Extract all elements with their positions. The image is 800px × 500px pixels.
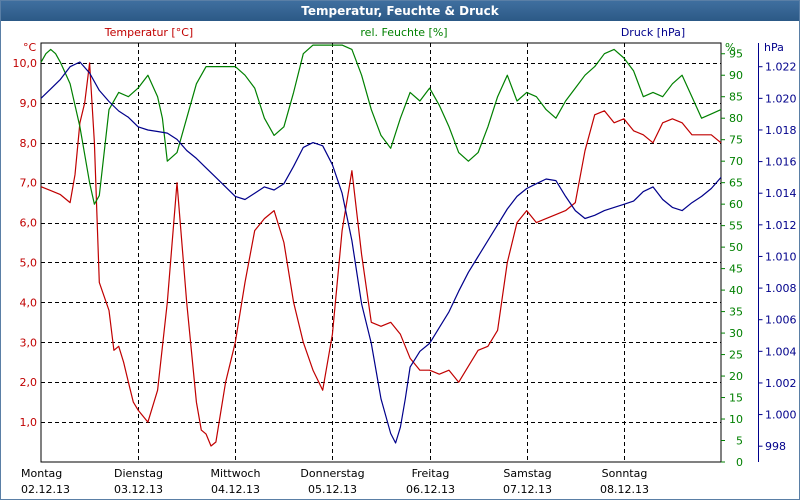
temp-tick-label: 5,0 xyxy=(20,256,38,269)
hum-tick-label: 90 xyxy=(729,69,743,82)
hum-tick-label: 55 xyxy=(729,220,743,233)
press-unit-label: hPa xyxy=(764,41,784,54)
press-tick-label: 1.002 xyxy=(765,377,797,390)
temp-unit-label: °C xyxy=(23,41,37,54)
hum-tick-label: 15 xyxy=(729,392,743,405)
x-tick-date: 02.12.13 xyxy=(21,483,70,496)
x-tick-date: 05.12.13 xyxy=(308,483,357,496)
pressure-series-line xyxy=(40,61,722,444)
press-tick-label: 998 xyxy=(765,440,786,453)
temp-tick-label: 4,0 xyxy=(20,296,38,309)
press-axis-title: Druck [hPa] xyxy=(621,26,685,39)
hum-tick-label: 5 xyxy=(736,435,743,448)
hum-tick-label: 25 xyxy=(729,349,743,362)
x-tick-date: 08.12.13 xyxy=(600,483,649,496)
plot-area xyxy=(40,42,722,463)
press-tick-label: 1.010 xyxy=(765,250,797,263)
hum-tick-label: 0 xyxy=(736,456,743,469)
humidity-series-line xyxy=(40,44,722,205)
temperature-series-line xyxy=(40,62,722,447)
x-tick-date: 06.12.13 xyxy=(406,483,455,496)
x-tick-date: 07.12.13 xyxy=(503,483,552,496)
temp-tick-label: 8,0 xyxy=(20,137,38,150)
hum-tick-label: 50 xyxy=(729,241,743,254)
x-tick-day: Montag xyxy=(21,467,62,480)
x-tick-day: Sonntag xyxy=(602,467,648,480)
press-tick-label: 1.014 xyxy=(765,187,797,200)
temp-axis-title: Temperatur [°C] xyxy=(104,26,193,39)
hum-tick-label: 10 xyxy=(729,413,743,426)
hum-tick-label: 70 xyxy=(729,155,743,168)
temp-tick-label: 7,0 xyxy=(20,177,38,190)
temp-tick-label: 2,0 xyxy=(20,376,38,389)
press-tick-label: 1.000 xyxy=(765,409,797,422)
press-tick-label: 1.020 xyxy=(765,92,797,105)
hum-axis-title: rel. Feuchte [%] xyxy=(360,26,447,39)
hum-unit-label: % xyxy=(725,41,735,54)
hum-tick-label: 65 xyxy=(729,177,743,190)
hum-tick-label: 45 xyxy=(729,263,743,276)
temp-tick-label: 6,0 xyxy=(20,217,38,230)
hum-tick-label: 95 xyxy=(729,48,743,61)
press-tick-label: 1.008 xyxy=(765,282,797,295)
hum-tick-label: 35 xyxy=(729,306,743,319)
x-tick-day: Dienstag xyxy=(114,467,163,480)
press-tick-label: 1.022 xyxy=(765,61,797,74)
press-tick-label: 1.018 xyxy=(765,124,797,137)
hum-tick-label: 30 xyxy=(729,327,743,340)
x-tick-day: Donnerstag xyxy=(300,467,364,480)
hum-tick-label: 40 xyxy=(729,284,743,297)
press-tick-label: 1.006 xyxy=(765,314,797,327)
press-tick-label: 1.016 xyxy=(765,156,797,169)
hum-tick-label: 75 xyxy=(729,134,743,147)
x-tick-date: 03.12.13 xyxy=(114,483,163,496)
chart-canvas: Montag02.12.13Dienstag03.12.13Mittwoch04… xyxy=(13,26,797,496)
x-tick-day: Freitag xyxy=(412,467,450,480)
temp-tick-label: 10,0 xyxy=(13,57,38,70)
window-title: Temperatur, Feuchte & Druck xyxy=(1,1,799,21)
temp-tick-label: 3,0 xyxy=(20,336,38,349)
x-tick-day: Mittwoch xyxy=(211,467,261,480)
temp-tick-label: 9,0 xyxy=(20,97,38,110)
press-tick-label: 1.004 xyxy=(765,345,797,358)
hum-tick-label: 20 xyxy=(729,370,743,383)
x-tick-day: Samstag xyxy=(503,467,551,480)
hum-tick-label: 80 xyxy=(729,112,743,125)
temp-tick-label: 1,0 xyxy=(20,416,38,429)
hum-tick-label: 85 xyxy=(729,91,743,104)
press-tick-label: 1.012 xyxy=(765,219,797,232)
hum-tick-label: 60 xyxy=(729,198,743,211)
x-tick-date: 04.12.13 xyxy=(211,483,260,496)
